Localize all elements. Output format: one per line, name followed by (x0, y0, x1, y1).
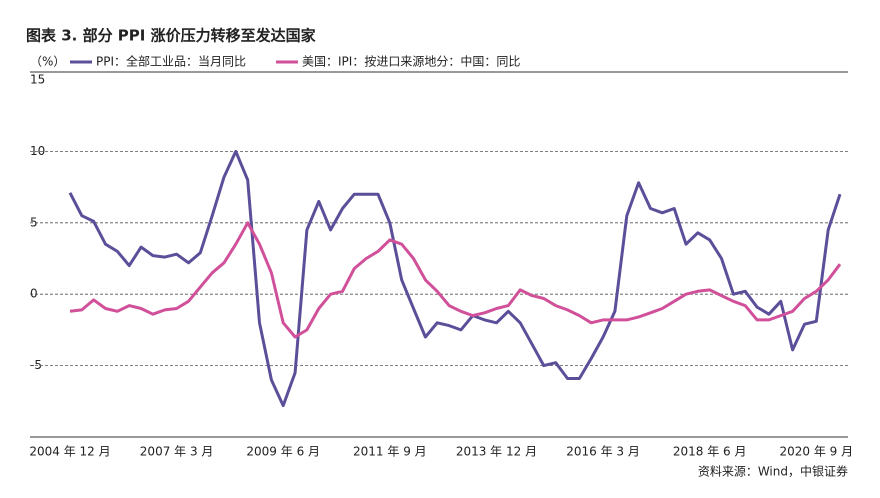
source-note: 资料来源：Wind，中银证券 (698, 464, 848, 479)
y-tick-label: 10 (30, 144, 45, 158)
y-unit: （%） (30, 55, 65, 69)
chart-title: 图表 3. 部分 PPI 涨价压力转移至发达国家 (26, 27, 316, 45)
x-tick-label: 2007 年 3 月 (140, 445, 214, 459)
y-tick-label: 5 (30, 215, 38, 229)
y-tick-label: 0 (30, 287, 38, 301)
x-tick-label: 2009 年 6 月 (246, 445, 320, 459)
y-tick-label: 15 (30, 73, 45, 87)
x-tick-label: 2018 年 6 月 (673, 445, 747, 459)
x-tick-label: 2020 年 9 月 (779, 445, 853, 459)
x-tick-label: 2011 年 9 月 (353, 445, 427, 459)
series-line (69, 221, 842, 339)
y-tick-label: -5 (30, 358, 42, 372)
x-tick-label: 2004 年 12 月 (29, 445, 110, 459)
x-tick-label: 2016 年 3 月 (566, 445, 640, 459)
series-line (68, 149, 842, 408)
legend-label: PPI：全部工业品：当月同比 (96, 54, 246, 69)
legend-label: 美国：IPI：按进口来源地分：中国：同比 (302, 54, 520, 69)
x-tick-label: 2013 年 12 月 (456, 445, 537, 459)
